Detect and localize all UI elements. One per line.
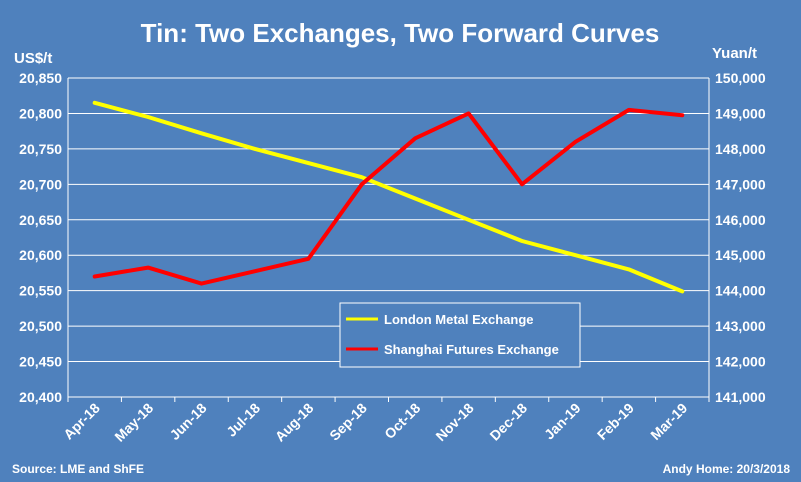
right-tick-label: 149,000 bbox=[715, 105, 766, 121]
series-layer bbox=[92, 100, 685, 294]
series-line-lme bbox=[92, 100, 685, 294]
right-axis-label: Yuan/t bbox=[712, 45, 757, 62]
left-tick-label: 20,700 bbox=[19, 176, 62, 192]
legend-box bbox=[339, 302, 581, 368]
right-tick-label: 146,000 bbox=[715, 212, 766, 228]
left-tick-label: 20,800 bbox=[19, 105, 62, 121]
axes bbox=[67, 78, 710, 402]
left-tick-label: 20,400 bbox=[19, 389, 62, 405]
chart-title: Tin: Two Exchanges, Two Forward Curves bbox=[141, 18, 660, 48]
left-axis-ticks: 20,400 20,450 20,500 20,550 20,600 20,650 20,7… bbox=[19, 70, 62, 405]
left-tick-label: 20,450 bbox=[19, 354, 62, 370]
credit-note: Andy Home: 20/3/2018 bbox=[663, 462, 791, 476]
left-tick-label: 20,600 bbox=[19, 247, 62, 263]
legend-label-shfe: Shanghai Futures Exchange bbox=[384, 342, 559, 357]
legend-label-lme: London Metal Exchange bbox=[384, 312, 534, 327]
left-tick-label: 20,550 bbox=[19, 283, 62, 299]
left-axis-label: US$/t bbox=[14, 50, 52, 67]
right-tick-label: 150,000 bbox=[715, 70, 766, 86]
left-tick-label: 20,650 bbox=[19, 212, 62, 228]
right-tick-label: 148,000 bbox=[715, 141, 766, 157]
legend: London Metal Exchange Shanghai Futures E… bbox=[339, 302, 581, 368]
source-note: Source: LME and ShFE bbox=[12, 462, 144, 476]
left-tick-label: 20,750 bbox=[19, 141, 62, 157]
right-axis-ticks: 141,000 142,000 143,000 144,000 145,000 146,0… bbox=[715, 70, 766, 405]
left-tick-label: 20,850 bbox=[19, 70, 62, 86]
right-tick-label: 145,000 bbox=[715, 247, 766, 263]
left-tick-label: 20,500 bbox=[19, 318, 62, 334]
right-tick-label: 142,000 bbox=[715, 354, 766, 370]
right-tick-label: 147,000 bbox=[715, 176, 766, 192]
series-line-shfe bbox=[92, 107, 685, 286]
right-tick-label: 141,000 bbox=[715, 389, 766, 405]
right-tick-label: 144,000 bbox=[715, 283, 766, 299]
right-tick-label: 143,000 bbox=[715, 318, 766, 334]
